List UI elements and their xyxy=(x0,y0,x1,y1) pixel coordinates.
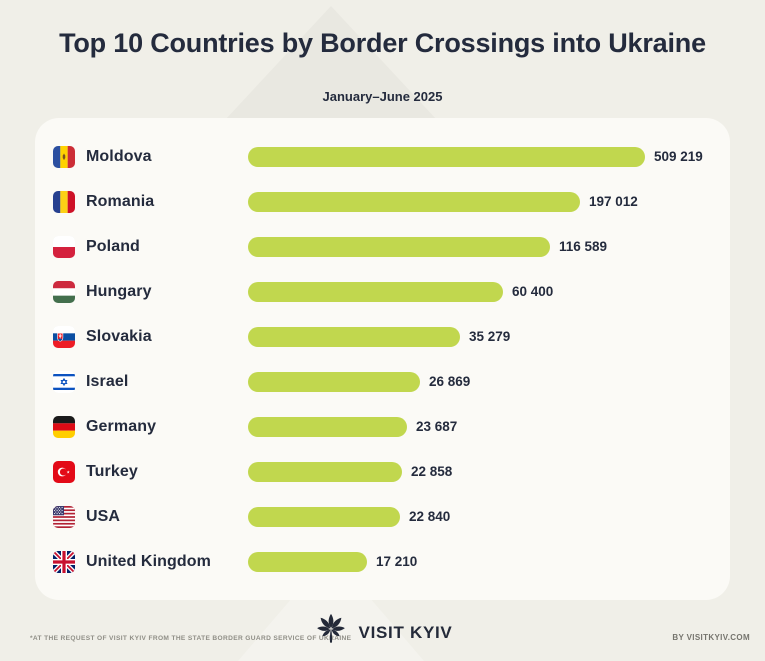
country-cell: USA xyxy=(53,505,248,528)
bar-cell: 26 869 xyxy=(248,371,712,392)
table-row: Turkey 22 858 xyxy=(53,449,712,494)
source-note: *AT THE REQUEST OF VISIT KYIV FROM THE S… xyxy=(30,635,352,642)
value-bar xyxy=(248,281,503,302)
flag-md-icon xyxy=(53,145,75,168)
value-bar xyxy=(248,191,580,212)
flag-pl-icon xyxy=(53,235,75,258)
country-cell: Turkey xyxy=(53,460,248,483)
flag-ro-icon xyxy=(53,190,75,213)
table-row: Hungary 60 400 xyxy=(53,269,712,314)
value-label: 26 869 xyxy=(429,374,471,389)
value-label: 60 400 xyxy=(512,284,554,299)
flag-de-icon xyxy=(53,415,75,438)
value-label: 23 687 xyxy=(416,419,458,434)
flag-hu-icon xyxy=(53,280,75,303)
bar-cell: 17 210 xyxy=(248,551,712,572)
country-cell: Germany xyxy=(53,415,248,438)
country-cell: Moldova xyxy=(53,145,248,168)
value-bar xyxy=(248,146,645,167)
bar-cell: 35 279 xyxy=(248,326,712,347)
country-cell: Romania xyxy=(53,190,248,213)
value-label: 35 279 xyxy=(469,329,511,344)
country-label: Slovakia xyxy=(86,327,152,345)
value-bar xyxy=(248,326,460,347)
value-label: 509 219 xyxy=(654,149,703,164)
country-label: Turkey xyxy=(86,462,138,480)
table-row: Germany 23 687 xyxy=(53,404,712,449)
country-cell: Poland xyxy=(53,235,248,258)
flag-sk-icon xyxy=(53,325,75,348)
table-row: Israel 26 869 xyxy=(53,359,712,404)
value-bar xyxy=(248,371,420,392)
chart-card: Moldova 509 219 Romania 197 012 Poland 1… xyxy=(35,118,730,600)
brand-name: VISIT KYIV xyxy=(358,622,453,642)
value-bar xyxy=(248,461,402,482)
bar-cell: 23 687 xyxy=(248,416,712,437)
table-row: Romania 197 012 xyxy=(53,179,712,224)
value-label: 22 858 xyxy=(411,464,453,479)
bar-chart: Moldova 509 219 Romania 197 012 Poland 1… xyxy=(53,134,712,584)
value-bar xyxy=(248,506,400,527)
country-label: USA xyxy=(86,507,121,525)
country-cell: Slovakia xyxy=(53,325,248,348)
country-cell: Hungary xyxy=(53,280,248,303)
site-credit: BY VISITKYIV.COM xyxy=(672,633,750,642)
country-label: Israel xyxy=(86,372,129,390)
table-row: USA 22 840 xyxy=(53,494,712,539)
bar-cell: 116 589 xyxy=(248,236,712,257)
country-label: United Kingdom xyxy=(86,552,211,570)
value-label: 116 589 xyxy=(559,239,608,254)
chestnut-leaf-logo-icon xyxy=(313,611,349,654)
bar-cell: 22 858 xyxy=(248,461,712,482)
value-bar xyxy=(248,416,407,437)
flag-il-icon xyxy=(53,370,75,393)
table-row: Poland 116 589 xyxy=(53,224,712,269)
brand-lockup: VISIT KYIV xyxy=(0,611,765,654)
country-cell: United Kingdom xyxy=(53,550,248,573)
country-label: Germany xyxy=(86,417,157,435)
flag-tr-icon xyxy=(53,460,75,483)
bar-cell: 197 012 xyxy=(248,191,712,212)
bar-cell: 509 219 xyxy=(248,146,712,167)
value-label: 17 210 xyxy=(376,554,418,569)
page-title: Top 10 Countries by Border Crossings int… xyxy=(59,28,706,58)
page-subtitle: January–June 2025 xyxy=(322,89,443,104)
bar-cell: 22 840 xyxy=(248,506,712,527)
bar-cell: 60 400 xyxy=(248,281,712,302)
country-label: Hungary xyxy=(86,282,152,300)
flag-us-icon xyxy=(53,505,75,528)
value-bar xyxy=(248,551,367,572)
table-row: Moldova 509 219 xyxy=(53,134,712,179)
value-label: 197 012 xyxy=(589,194,638,209)
table-row: Slovakia 35 279 xyxy=(53,314,712,359)
country-label: Romania xyxy=(86,192,155,210)
country-label: Moldova xyxy=(86,147,152,165)
value-bar xyxy=(248,236,550,257)
value-label: 22 840 xyxy=(409,509,451,524)
flag-gb-icon xyxy=(53,550,75,573)
table-row: United Kingdom 17 210 xyxy=(53,539,712,584)
country-cell: Israel xyxy=(53,370,248,393)
country-label: Poland xyxy=(86,237,140,255)
